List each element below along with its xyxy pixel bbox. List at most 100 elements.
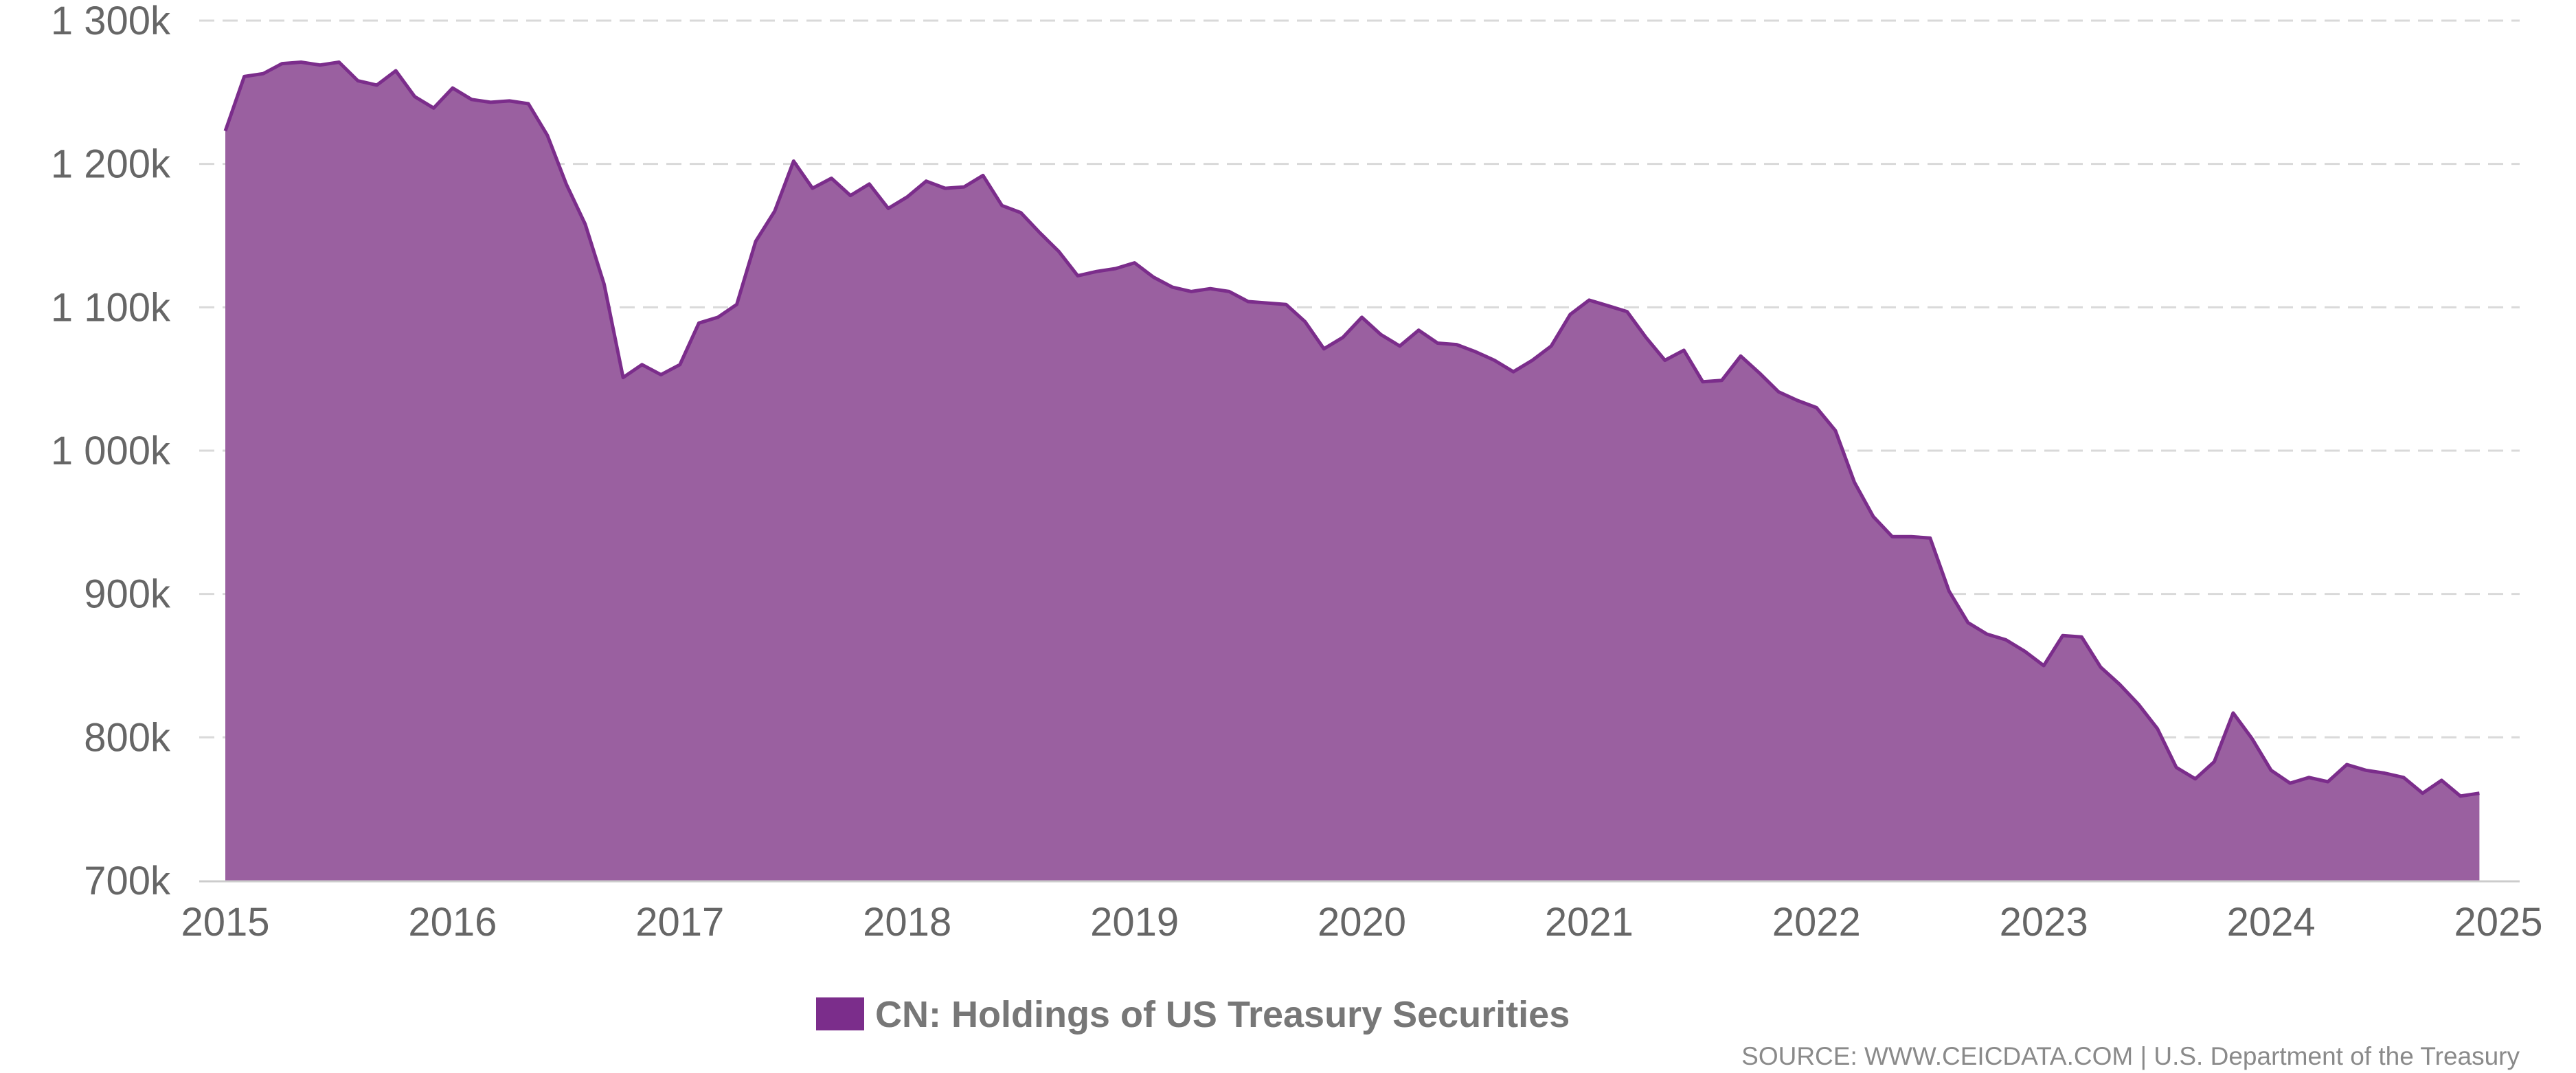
data-point [1473,349,1478,354]
data-point [2136,701,2141,707]
data-point [2439,778,2444,783]
data-point [2098,664,2103,670]
data-point [715,315,721,320]
data-point [1094,269,1099,274]
data-point [1170,284,1175,290]
data-point [2022,648,2028,654]
data-point [905,194,910,200]
data-point [488,100,493,105]
data-point [942,185,948,191]
data-point [1378,332,1383,337]
y-tick-label: 1 200k [51,142,171,187]
data-point [1321,346,1326,352]
data-point [658,372,664,377]
data-point [1928,535,1933,541]
data-point [337,60,342,65]
data-point [1643,335,1649,340]
data-point [298,60,304,65]
data-point [772,209,778,214]
data-point [1719,378,1724,383]
x-tick-label: 2021 [1545,900,1634,945]
y-tick-label: 800k [84,715,171,760]
data-point [260,71,266,76]
data-point [1985,631,1990,637]
data-point [1662,358,1668,363]
data-point [2193,776,2198,782]
data-point [2382,771,2388,776]
x-tick-label: 2015 [181,900,269,945]
data-point [2306,775,2312,780]
data-point [526,101,531,106]
legend-swatch [816,997,864,1030]
data-point [1208,286,1213,291]
x-tick-label: 2016 [408,900,497,945]
data-point [1605,303,1611,308]
data-point [223,128,228,134]
data-point [412,94,418,100]
data-point [1492,358,1498,363]
source-note: SOURCE: WWW.CEICDATA.COM | U.S. Departme… [1741,1042,2520,1070]
data-point [393,68,398,74]
data-point [1037,230,1043,236]
data-point [2117,681,2123,687]
y-tick-label: 1 000k [51,429,171,473]
x-tick-label: 2022 [1772,900,1861,945]
y-tick-label: 900k [84,572,171,617]
y-axis-ticks: 700k 800k 900k 1 000k 1 100k 1 200k 1 300k [51,0,171,903]
legend[interactable]: CN: Holdings of US Treasury Securities [816,994,1570,1035]
data-point [1265,300,1270,306]
data-point [1795,398,1800,403]
data-point [696,320,701,326]
data-point [999,203,1005,208]
data-point [1700,379,1706,385]
data-point [1833,428,1838,433]
data-point [2325,779,2331,784]
data-point [1965,620,1971,625]
data-point [1283,302,1289,307]
data-point [2420,791,2426,796]
data-point [431,105,436,111]
data-point [1946,589,1952,594]
data-point [1814,405,1819,410]
data-point [1188,289,1194,294]
legend-label: CN: Holdings of US Treasury Securities [875,994,1570,1035]
data-point [1776,389,1781,394]
data-point [1852,479,1857,485]
data-point [2060,633,2066,638]
data-point [1681,348,1686,353]
data-point [1908,534,1914,539]
data-point [848,193,853,199]
x-tick-label: 2018 [863,900,951,945]
y-tick-label: 1 300k [51,0,171,43]
x-tick-label: 2020 [1318,900,1406,945]
data-point [620,375,626,381]
data-point [2458,793,2463,799]
data-point [2401,775,2406,780]
data-point [2363,767,2369,773]
data-point [810,185,815,191]
data-point [374,82,380,88]
data-point [1302,319,1308,324]
y-tick-label: 1 100k [51,285,171,330]
data-point [1018,210,1024,216]
data-point [469,97,475,102]
x-tick-label: 2019 [1090,900,1179,945]
data-point [923,179,929,184]
data-point [1359,315,1365,320]
data-point [355,78,361,84]
data-point [317,63,323,68]
series-line [223,60,2480,798]
data-point [2079,634,2084,640]
data-point [961,184,967,190]
data-point [2476,791,2482,796]
data-point [1435,341,1440,346]
data-point [1890,534,1895,539]
data-point [1227,289,1232,294]
data-point [2287,780,2293,786]
data-point [734,302,740,307]
data-point [1757,370,1763,376]
y-tick-label: 700k [84,859,171,903]
data-point [563,181,569,187]
data-point [1738,353,1743,359]
